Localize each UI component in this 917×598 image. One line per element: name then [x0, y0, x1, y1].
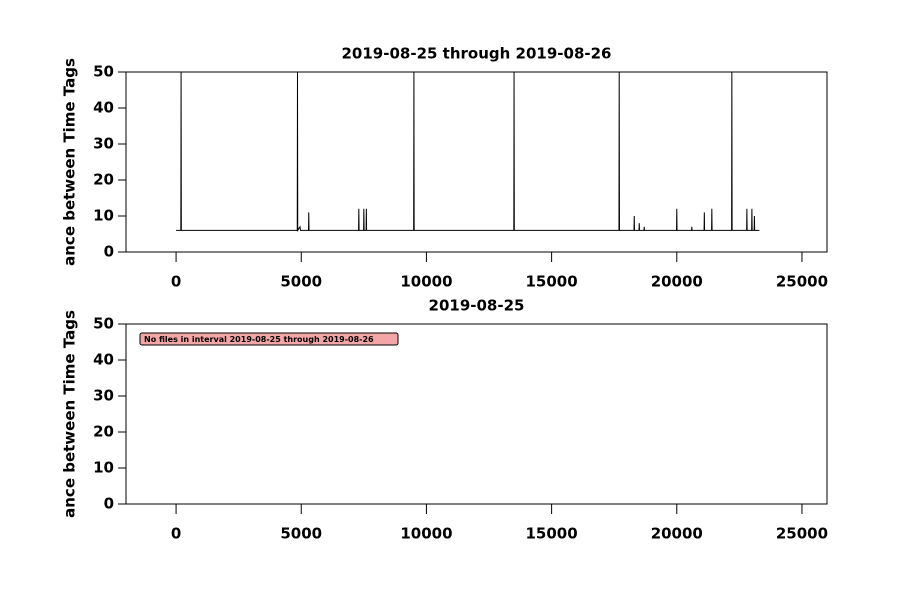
- plot-frame: [125, 71, 828, 253]
- y-tick-label: 30: [93, 387, 114, 405]
- y-tick-label: 20: [93, 171, 114, 189]
- x-tick-label: 15000: [526, 525, 578, 543]
- annotation: No files in interval 2019-08-25 through …: [144, 335, 374, 344]
- y-tick-label: 0: [104, 495, 114, 513]
- x-tick-label: 5000: [280, 273, 322, 291]
- x-tick-label: 10000: [400, 525, 452, 543]
- y-tick-label: 40: [93, 99, 114, 117]
- x-tick-label: 15000: [526, 273, 578, 291]
- x-tick-label: 0: [171, 273, 181, 291]
- y-tick-label: 20: [93, 423, 114, 441]
- y-axis-label: ance between Time Tags: [61, 310, 79, 518]
- annotation-box: [139, 332, 399, 346]
- x-tick-label: 25000: [776, 273, 828, 291]
- x-tick-label: 10000: [400, 273, 452, 291]
- chart-title: 2019-08-25: [429, 297, 525, 315]
- y-axis-label: ance between Time Tags: [61, 58, 79, 266]
- data-line: [176, 71, 760, 233]
- chart-title: 2019-08-25 through 2019-08-26: [342, 45, 612, 63]
- y-tick-label: 50: [93, 315, 114, 333]
- y-tick-label: 10: [93, 207, 114, 225]
- y-tick-label: 50: [93, 63, 114, 81]
- x-tick-label: 20000: [651, 525, 703, 543]
- x-tick-label: 20000: [651, 273, 703, 291]
- plot-frame: [125, 323, 828, 505]
- y-tick-label: 10: [93, 459, 114, 477]
- x-tick-label: 25000: [776, 525, 828, 543]
- y-tick-label: 40: [93, 351, 114, 369]
- x-tick-label: 5000: [280, 525, 322, 543]
- y-tick-label: 0: [104, 243, 114, 261]
- x-tick-label: 0: [171, 525, 181, 543]
- y-tick-label: 30: [93, 135, 114, 153]
